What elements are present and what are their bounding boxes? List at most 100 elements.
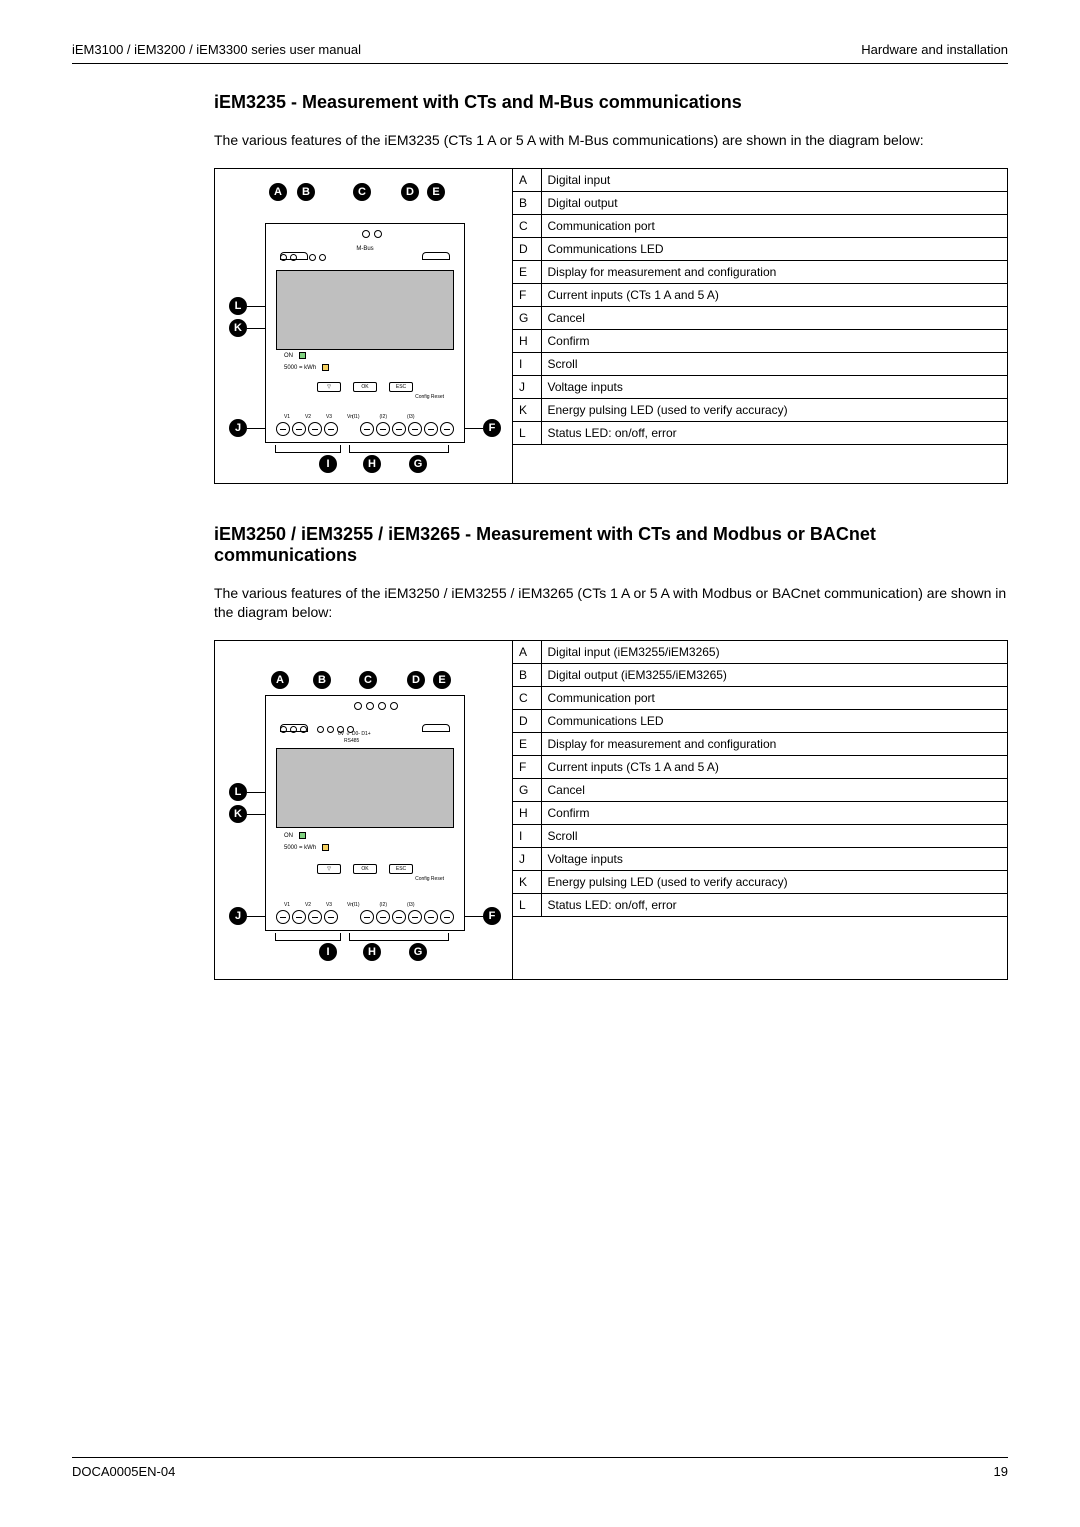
- legend-value: Digital input: [541, 169, 1007, 192]
- callout-f: F: [483, 419, 501, 437]
- callout-e: E: [433, 671, 451, 689]
- device2-screen: [276, 748, 454, 828]
- callout-i: I: [319, 455, 337, 473]
- legend-key: J: [513, 375, 541, 398]
- esc-button: ESC: [389, 382, 413, 392]
- legend-key: J: [513, 847, 541, 870]
- legend-value: Communications LED: [541, 709, 1007, 732]
- legend-value: Confirm: [541, 329, 1007, 352]
- callout-e: E: [427, 183, 445, 201]
- legend-key: F: [513, 283, 541, 306]
- legend-key: H: [513, 801, 541, 824]
- legend-row: JVoltage inputs: [513, 847, 1007, 870]
- figure1: M-Bus ON 5000 = kWh ▽ OK: [214, 168, 1008, 484]
- section2-heading: iEM3250 / iEM3255 / iEM3265 - Measuremen…: [214, 524, 1008, 566]
- callout-l: L: [229, 297, 247, 315]
- callout-k: K: [229, 319, 247, 337]
- legend-row: CCommunication port: [513, 686, 1007, 709]
- legend-value: Scroll: [541, 352, 1007, 375]
- page-footer: DOCA0005EN-04 19: [72, 1457, 1008, 1479]
- legend-key: E: [513, 732, 541, 755]
- legend-value: Energy pulsing LED (used to verify accur…: [541, 398, 1007, 421]
- legend-key: A: [513, 169, 541, 192]
- esc-button: ESC: [389, 864, 413, 874]
- footer-left: DOCA0005EN-04: [72, 1464, 175, 1479]
- callout-k: K: [229, 805, 247, 823]
- callout-d: D: [407, 671, 425, 689]
- legend2-table: ADigital input (iEM3255/iEM3265)BDigital…: [513, 641, 1007, 917]
- scroll-button: ▽: [317, 864, 341, 874]
- legend-value: Display for measurement and configuratio…: [541, 260, 1007, 283]
- callout-h: H: [363, 943, 381, 961]
- legend-row: EDisplay for measurement and configurati…: [513, 260, 1007, 283]
- legend-key: H: [513, 329, 541, 352]
- comm-label: M-Bus: [356, 246, 373, 252]
- section2-para: The various features of the iEM3250 / iE…: [214, 584, 1008, 622]
- legend-key: L: [513, 893, 541, 916]
- legend-row: JVoltage inputs: [513, 375, 1007, 398]
- legend-row: GCancel: [513, 778, 1007, 801]
- legend-row: KEnergy pulsing LED (used to verify accu…: [513, 398, 1007, 421]
- callout-a: A: [269, 183, 287, 201]
- callout-i: I: [319, 943, 337, 961]
- callout-c: C: [353, 183, 371, 201]
- legend-row: BDigital output (iEM3255/iEM3265): [513, 663, 1007, 686]
- legend-value: Voltage inputs: [541, 375, 1007, 398]
- section1-heading: iEM3235 - Measurement with CTs and M-Bus…: [214, 92, 1008, 113]
- legend-key: G: [513, 306, 541, 329]
- diagram1: M-Bus ON 5000 = kWh ▽ OK: [215, 169, 513, 483]
- legend-row: FCurrent inputs (CTs 1 A and 5 A): [513, 283, 1007, 306]
- legend-value: Voltage inputs: [541, 847, 1007, 870]
- device2-body: 0V ⏚ D0- D1+ RS485 ON 5000 = kWh ▽ OK ES…: [265, 695, 465, 931]
- legend-key: C: [513, 214, 541, 237]
- header-right: Hardware and installation: [861, 42, 1008, 57]
- figure2: 0V ⏚ D0- D1+ RS485 ON 5000 = kWh ▽ OK ES…: [214, 640, 1008, 980]
- legend-row: IScroll: [513, 352, 1007, 375]
- legend-key: D: [513, 709, 541, 732]
- callout-f: F: [483, 907, 501, 925]
- legend-value: Current inputs (CTs 1 A and 5 A): [541, 283, 1007, 306]
- header-left: iEM3100 / iEM3200 / iEM3300 series user …: [72, 42, 361, 57]
- legend-row: KEnergy pulsing LED (used to verify accu…: [513, 870, 1007, 893]
- legend-value: Scroll: [541, 824, 1007, 847]
- legend-key: B: [513, 663, 541, 686]
- legend-row: IScroll: [513, 824, 1007, 847]
- legend-key: E: [513, 260, 541, 283]
- diagram2: 0V ⏚ D0- D1+ RS485 ON 5000 = kWh ▽ OK ES…: [215, 641, 513, 979]
- legend-key: L: [513, 421, 541, 444]
- callout-b: B: [297, 183, 315, 201]
- legend-key: C: [513, 686, 541, 709]
- ok-button: OK: [353, 382, 377, 392]
- legend-row: CCommunication port: [513, 214, 1007, 237]
- ok-button: OK: [353, 864, 377, 874]
- legend-value: Communication port: [541, 214, 1007, 237]
- legend-row: DCommunications LED: [513, 709, 1007, 732]
- callout-d: D: [401, 183, 419, 201]
- legend-key: F: [513, 755, 541, 778]
- legend-key: B: [513, 191, 541, 214]
- callout-j: J: [229, 419, 247, 437]
- legend-row: HConfirm: [513, 801, 1007, 824]
- legend-key: I: [513, 824, 541, 847]
- legend-value: Status LED: on/off, error: [541, 421, 1007, 444]
- legend-key: K: [513, 870, 541, 893]
- callout-b: B: [313, 671, 331, 689]
- device1-screen: [276, 270, 454, 350]
- callout-c: C: [359, 671, 377, 689]
- legend-row: GCancel: [513, 306, 1007, 329]
- legend-row: FCurrent inputs (CTs 1 A and 5 A): [513, 755, 1007, 778]
- legend-value: Digital input (iEM3255/iEM3265): [541, 641, 1007, 664]
- callout-g: G: [409, 455, 427, 473]
- legend-value: Digital output (iEM3255/iEM3265): [541, 663, 1007, 686]
- device1-body: M-Bus ON 5000 = kWh ▽ OK: [265, 223, 465, 443]
- legend-value: Energy pulsing LED (used to verify accur…: [541, 870, 1007, 893]
- page-header: iEM3100 / iEM3200 / iEM3300 series user …: [72, 42, 1008, 64]
- legend-key: I: [513, 352, 541, 375]
- callout-l: L: [229, 783, 247, 801]
- legend-value: Communication port: [541, 686, 1007, 709]
- legend-value: Confirm: [541, 801, 1007, 824]
- legend-row: HConfirm: [513, 329, 1007, 352]
- legend-row: DCommunications LED: [513, 237, 1007, 260]
- legend-key: A: [513, 641, 541, 664]
- legend-key: D: [513, 237, 541, 260]
